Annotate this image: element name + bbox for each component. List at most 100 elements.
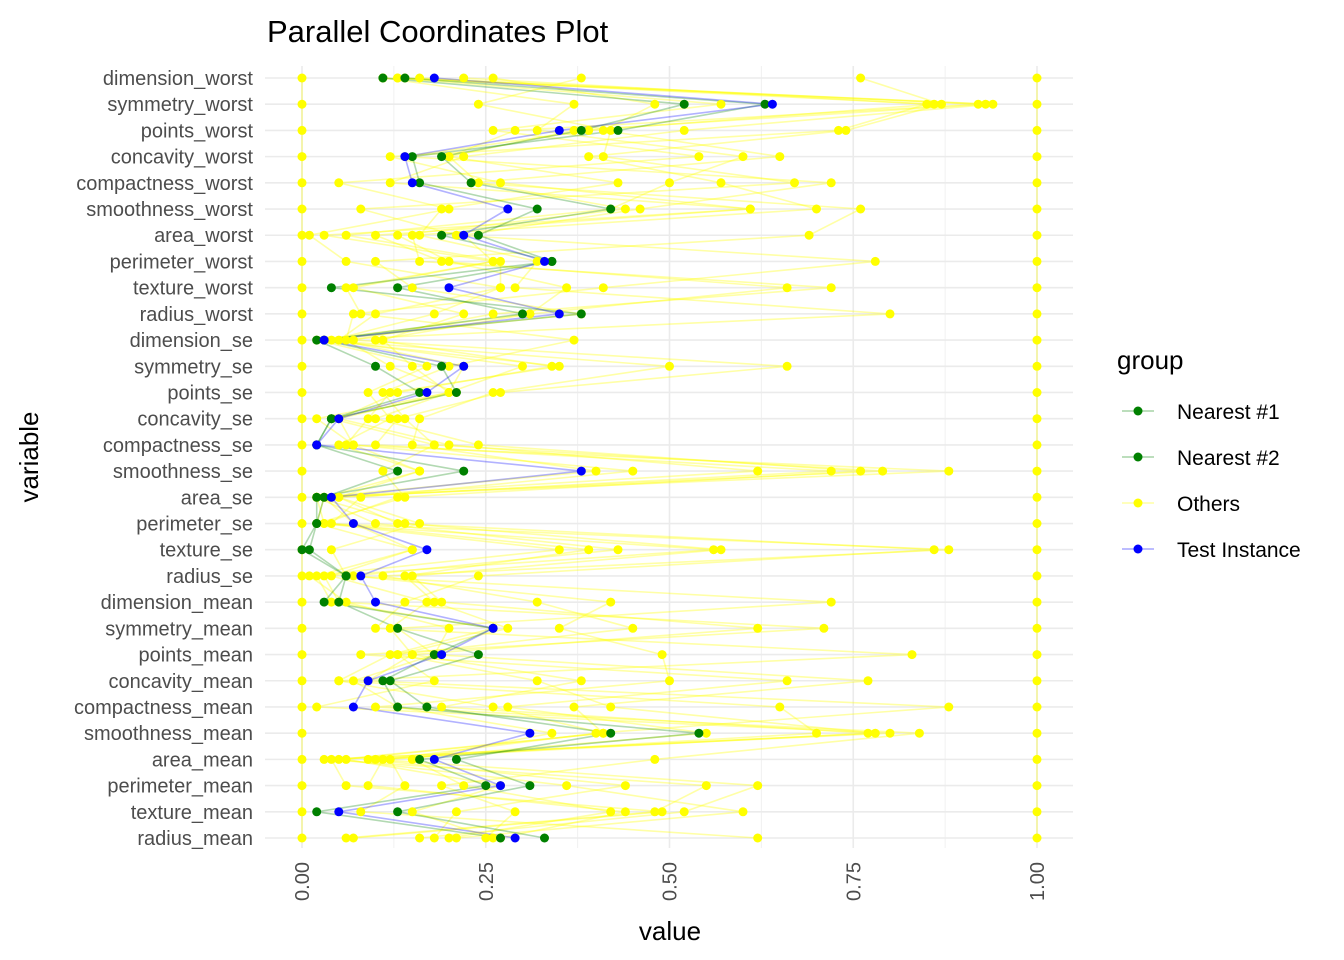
data-point [665,178,674,188]
data-point [973,99,983,109]
data-point [415,833,425,843]
data-point [304,571,314,581]
data-point [1032,545,1042,555]
data-point [297,309,307,319]
data-point [326,492,336,502]
data-point [929,545,939,555]
data-point [422,597,432,607]
data-point [297,702,307,712]
y-tick-label: smoothness_mean [84,723,253,745]
data-point [819,623,829,633]
data-point [937,99,946,109]
data-point [348,571,358,581]
data-point [415,466,425,476]
data-point [532,125,542,135]
data-point [385,388,395,397]
data-point [584,152,594,162]
data-point [429,833,439,843]
data-point [929,99,939,109]
data-point [738,807,748,817]
y-tick-label: area_mean [152,749,253,771]
data-point [393,650,403,660]
data-point [554,309,564,319]
data-point [753,781,763,791]
data-point [576,466,586,476]
data-point [488,623,498,633]
data-point [812,728,821,738]
series-line-6 [322,77,928,839]
data-point [518,361,527,371]
data-point [341,283,351,293]
data-point [437,256,447,266]
data-point [782,361,792,371]
data-point [554,361,564,371]
data-point [297,519,307,528]
data-point [297,833,307,843]
data-point [297,204,307,214]
data-point [407,754,417,764]
data-point [378,571,388,581]
data-point [393,623,403,633]
series-line-13 [300,77,699,839]
data-point [319,597,329,607]
data-point [297,152,307,162]
data-point [326,754,336,764]
y-tick-label: concavity_se [137,409,253,431]
data-point [312,492,322,502]
data-point [451,230,461,240]
data-point [297,414,307,424]
data-point [407,283,417,293]
data-point [422,545,432,555]
data-point [400,597,410,607]
data-point [312,571,322,581]
data-point [297,492,307,502]
data-point [1032,702,1042,712]
legend-label: Nearest #2 [1177,447,1280,470]
data-point [518,309,527,319]
data-point [826,597,836,607]
y-tick-label: compactness_mean [74,697,253,719]
y-tick-label: texture_se [160,540,253,562]
legend-key-point [1133,406,1143,416]
data-point [429,754,439,764]
data-point [782,676,792,686]
data-point [775,152,785,162]
y-tick-label: points_se [167,382,253,404]
data-point [334,178,344,188]
data-point [584,125,594,135]
data-point [341,781,351,791]
series-line-8 [307,77,986,839]
data-point [437,597,447,607]
y-tick-label: symmetry_mean [105,618,253,640]
data-point [907,650,917,660]
data-point [429,309,439,319]
data-point [444,440,454,450]
data-point [922,99,932,109]
data-point [525,781,535,791]
data-point [326,414,336,424]
data-point [826,466,836,476]
data-point [312,440,322,450]
data-point [341,754,351,764]
series-line-3 [316,77,876,839]
data-point [393,414,403,424]
data-point [341,230,351,240]
y-tick-label: concavity_mean [108,671,253,693]
data-point [716,99,726,109]
legend-key-point [1133,498,1143,508]
data-point [297,388,307,397]
data-point [444,623,454,633]
y-tick-label: smoothness_worst [86,199,253,221]
data-point [804,230,814,240]
data-point [1032,361,1042,371]
legend-key-point [1133,544,1143,554]
data-point [657,650,667,660]
data-point [385,178,395,188]
y-tick-label: perimeter_mean [107,776,253,798]
data-point [885,728,895,738]
data-point [385,676,395,686]
series-line-2 [316,77,949,839]
data-point [304,545,314,555]
data-point [510,833,520,843]
data-point [657,807,667,817]
